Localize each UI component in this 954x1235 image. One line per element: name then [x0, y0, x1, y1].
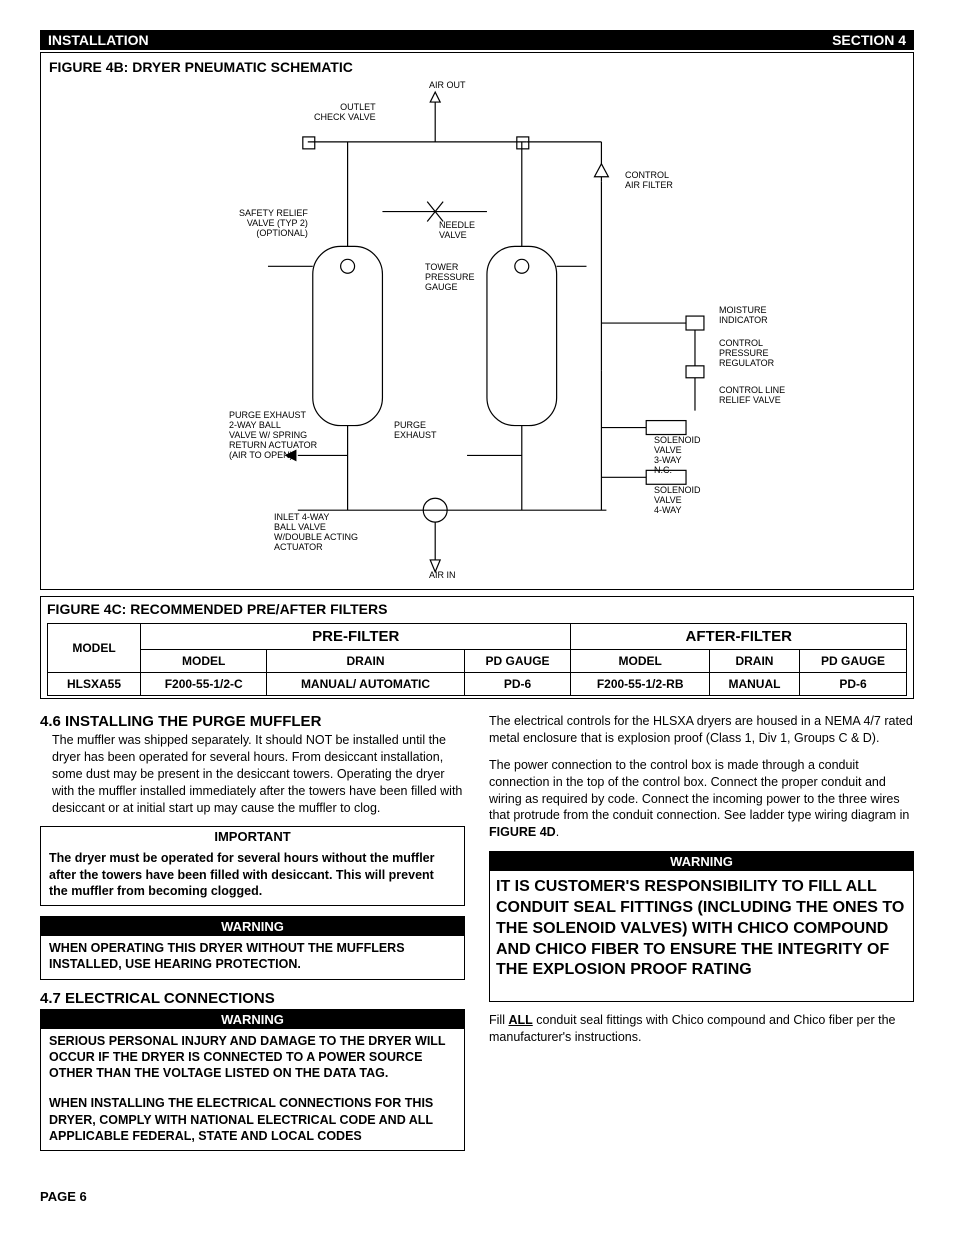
- lbl-inlet-4way: INLET 4-WAYBALL VALVEW/DOUBLE ACTINGACTU…: [274, 513, 358, 553]
- schematic-svg: [49, 81, 905, 581]
- lbl-safety-relief: SAFETY RELIEFVALVE (TYP 2)(OPTIONAL): [239, 209, 308, 239]
- cell-pre-pd: PD-6: [464, 673, 571, 696]
- big-warning-title: WARNING: [490, 852, 913, 871]
- sec46-body: The muffler was shipped separately. It s…: [40, 732, 465, 816]
- lbl-purge-exhaust: PURGEEXHAUST: [394, 421, 437, 441]
- lbl-tower-gauge: TOWERPRESSUREGAUGE: [425, 263, 475, 293]
- cell-after-pd: PD-6: [800, 673, 907, 696]
- warning-body-2a: SERIOUS PERSONAL INJURY AND DAMAGE TO TH…: [41, 1029, 464, 1088]
- filters-table: MODEL PRE-FILTER AFTER-FILTER MODEL DRAI…: [47, 623, 907, 696]
- figure-4b: FIGURE 4B: DRYER PNEUMATIC SCHEMATIC: [40, 52, 914, 590]
- important-body: The dryer must be operated for several h…: [41, 846, 464, 905]
- figure-4c-title: FIGURE 4C: RECOMMENDED PRE/AFTER FILTERS: [47, 601, 907, 617]
- fill-text: Fill ALL conduit seal fittings with Chic…: [489, 1012, 914, 1046]
- warning-title-1: WARNING: [41, 917, 464, 936]
- right-p2c: .: [556, 825, 559, 839]
- lbl-air-in: AIR IN: [429, 571, 456, 581]
- lbl-ctrl-press-reg: CONTROLPRESSUREREGULATOR: [719, 339, 774, 369]
- lbl-control-air-filter: CONTROLAIR FILTER: [625, 171, 673, 191]
- lbl-purge-exhaust-ball: PURGE EXHAUST2-WAY BALLVALVE W/ SPRINGRE…: [229, 411, 317, 460]
- pre-col-drain: DRAIN: [267, 650, 464, 673]
- warning-box-2: WARNING SERIOUS PERSONAL INJURY AND DAMA…: [40, 1009, 465, 1152]
- pre-col-model: MODEL: [141, 650, 267, 673]
- right-column: The electrical controls for the HLSXA dr…: [489, 713, 914, 1161]
- cell-pre-model: F200-55-1/2-C: [141, 673, 267, 696]
- pre-filter-head: PRE-FILTER: [141, 624, 571, 650]
- right-p2: The power connection to the control box …: [489, 757, 914, 841]
- warning-body-1: WHEN OPERATING THIS DRYER WITHOUT THE MU…: [41, 936, 464, 979]
- warning-body-2b: WHEN INSTALLING THE ELECTRICAL CONNECTIO…: [41, 1087, 464, 1150]
- big-warning-body: IT IS CUSTOMER'S RESPONSIBILITY TO FILL …: [490, 873, 913, 987]
- after-filter-head: AFTER-FILTER: [571, 624, 907, 650]
- sec47-title: 4.7 ELECTRICAL CONNECTIONS: [40, 990, 465, 1007]
- right-p2a: The power connection to the control box …: [489, 758, 909, 823]
- schematic-diagram: AIR OUT OUTLETCHECK VALVE SAFETY RELIEFV…: [49, 81, 905, 581]
- after-col-model: MODEL: [571, 650, 709, 673]
- section-header: INSTALLATION SECTION 4: [40, 30, 914, 50]
- fill-a: Fill: [489, 1013, 508, 1027]
- pre-col-pd: PD GAUGE: [464, 650, 571, 673]
- sec46-title: 4.6 INSTALLING THE PURGE MUFFLER: [40, 713, 465, 730]
- cell-model: HLSXA55: [48, 673, 141, 696]
- table-row: HLSXA55 F200-55-1/2-C MANUAL/ AUTOMATIC …: [48, 673, 907, 696]
- right-p2b: FIGURE 4D: [489, 825, 556, 839]
- important-title: IMPORTANT: [41, 827, 464, 846]
- after-col-pd: PD GAUGE: [800, 650, 907, 673]
- figure-4b-title: FIGURE 4B: DRYER PNEUMATIC SCHEMATIC: [49, 59, 905, 75]
- lbl-sol-4way: SOLENOIDVALVE4-WAY: [654, 486, 701, 516]
- figure-4c: FIGURE 4C: RECOMMENDED PRE/AFTER FILTERS…: [40, 596, 914, 699]
- cell-after-model: F200-55-1/2-RB: [571, 673, 709, 696]
- big-warning-box: WARNING IT IS CUSTOMER'S RESPONSIBILITY …: [489, 851, 914, 1002]
- fill-b: ALL: [508, 1013, 532, 1027]
- cell-after-drain: MANUAL: [709, 673, 799, 696]
- cell-pre-drain: MANUAL/ AUTOMATIC: [267, 673, 464, 696]
- fill-c: conduit seal fittings with Chico compoun…: [489, 1013, 895, 1044]
- right-p1: The electrical controls for the HLSXA dr…: [489, 713, 914, 747]
- warning-box-1: WARNING WHEN OPERATING THIS DRYER WITHOU…: [40, 916, 465, 980]
- col-model: MODEL: [48, 624, 141, 673]
- lbl-ctrl-line-relief: CONTROL LINERELIEF VALVE: [719, 386, 785, 406]
- header-left: INSTALLATION: [48, 32, 149, 48]
- header-right: SECTION 4: [832, 32, 906, 48]
- page-number: PAGE 6: [40, 1189, 914, 1204]
- lbl-moisture: MOISTUREINDICATOR: [719, 306, 768, 326]
- after-col-drain: DRAIN: [709, 650, 799, 673]
- lbl-needle-valve: NEEDLEVALVE: [439, 221, 475, 241]
- body-columns: 4.6 INSTALLING THE PURGE MUFFLER The muf…: [40, 713, 914, 1161]
- important-box: IMPORTANT The dryer must be operated for…: [40, 826, 465, 906]
- lbl-sol-3way: SOLENOIDVALVE3-WAYN.C.: [654, 436, 701, 476]
- left-column: 4.6 INSTALLING THE PURGE MUFFLER The muf…: [40, 713, 465, 1161]
- lbl-outlet-check: OUTLETCHECK VALVE: [314, 103, 376, 123]
- warning-title-2: WARNING: [41, 1010, 464, 1029]
- lbl-air-out: AIR OUT: [429, 81, 466, 91]
